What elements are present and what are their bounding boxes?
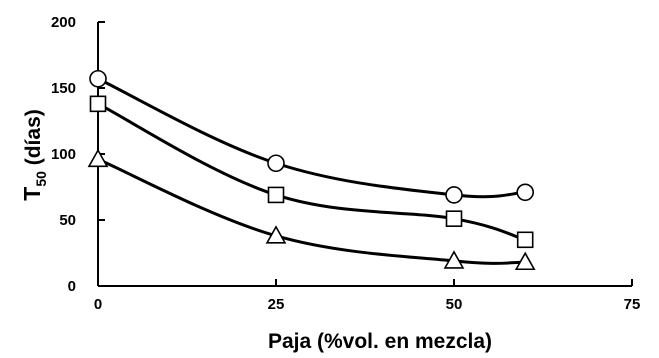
y-tick-label: 150	[51, 80, 76, 97]
y-tick-label: 200	[51, 14, 76, 31]
square-marker	[89, 95, 107, 113]
square-marker	[445, 210, 463, 227]
x-axis-title: Paja (%vol. en mezcla)	[268, 330, 492, 353]
y-tick-label: 0	[68, 278, 76, 295]
y-axis-title-main: T	[19, 187, 45, 201]
axes	[97, 22, 632, 287]
y-axis-title: T50 (días)	[19, 109, 49, 200]
circle-marker	[445, 186, 463, 204]
series-line-triangle	[97, 157, 526, 265]
triangle-marker	[514, 251, 536, 271]
triangle-marker	[265, 225, 287, 244]
square-marker	[267, 186, 285, 204]
x-tick-label: 75	[624, 296, 641, 313]
circle-marker	[267, 154, 285, 173]
y-axis-title-subscript: 50	[33, 171, 49, 187]
x-tick-label: 50	[446, 296, 463, 313]
series-markers	[87, 69, 536, 271]
series-line-circle	[97, 77, 526, 199]
circle-marker	[89, 69, 107, 88]
triangle-marker	[443, 250, 465, 269]
circle-marker	[516, 183, 535, 202]
y-axis-title-rest: (días)	[22, 109, 45, 171]
y-tick-label: 100	[51, 146, 76, 163]
triangle-marker	[87, 148, 109, 168]
x-tick-label: 0	[94, 296, 102, 313]
y-tick-label: 50	[59, 212, 76, 229]
square-marker	[516, 231, 534, 249]
series-lines	[97, 77, 526, 265]
x-tick-label: 25	[268, 296, 285, 313]
ticks: 0 25 50 75 0 50 100 150 200	[51, 14, 640, 313]
series-line-square	[97, 102, 526, 242]
